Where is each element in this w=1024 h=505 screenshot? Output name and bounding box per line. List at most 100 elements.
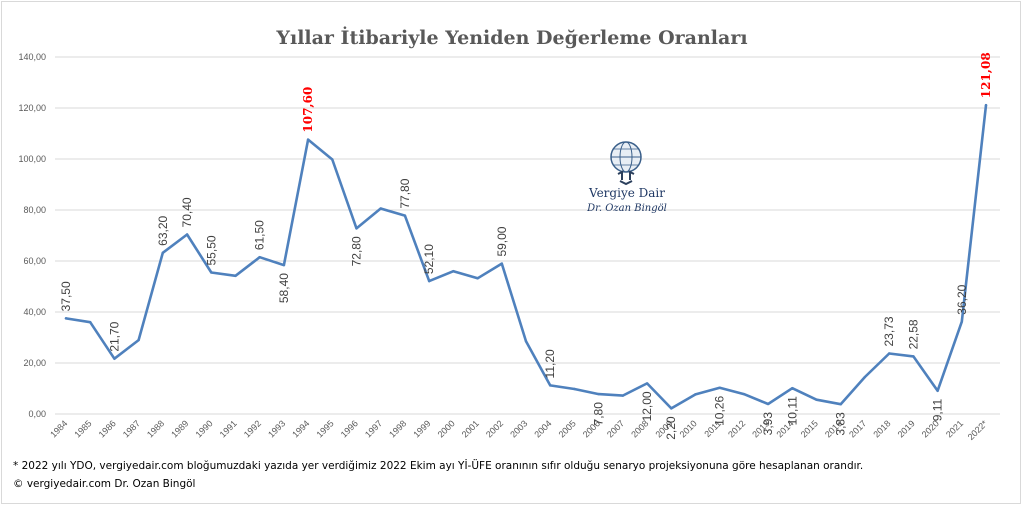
data-point [331,158,334,161]
y-axis-ticks: 0,00 20,00 40,00 60,00 80,00 100,00 120,00 140,… [18,52,46,419]
x-tick-label: 2007 [605,418,626,439]
data-point [863,375,867,379]
data-label: 70,40 [180,197,194,227]
x-tick-label: 1999 [411,418,432,439]
x-tick-label: 2004 [532,418,553,439]
chart-title: Yıllar İtibariyle Yeniden Değerleme Oran… [275,26,747,49]
series-line [64,103,988,410]
x-tick-label: 1992 [242,418,263,439]
y-tick-label: 120,00 [18,103,46,113]
y-tick-label: 0,00 [28,409,46,419]
data-label: 3,83 [834,412,848,436]
x-tick-label: 2010 [678,418,699,439]
data-point [670,407,673,410]
data-point [621,394,625,397]
x-tick-label: 2019 [896,418,917,439]
data-point [64,317,68,320]
y-tick-label: 80,00 [23,205,46,215]
atlas-globe-icon [610,141,642,186]
x-tick-label: 1984 [48,418,69,439]
data-label: 12,00 [640,391,654,421]
x-tick-label: 1991 [218,418,239,439]
data-point [306,138,310,141]
y-tick-label: 140,00 [18,52,46,62]
data-point [258,255,261,259]
data-point [960,320,963,323]
data-point [234,274,237,277]
x-axis-ticks: 1984 1985 1986 1987 1988 1989 1990 1991 1992 1993… [48,418,990,442]
x-tick-label: 1995 [314,418,335,439]
data-point [887,352,891,355]
data-label: 2,20 [664,416,678,440]
watermark-author: Dr. Ozan Bingöl [586,203,667,214]
x-tick-label: 1993 [266,418,287,439]
watermark-name: Vergiye Dair [588,186,665,200]
data-label-highlight: 107,60 [301,87,315,133]
data-point [379,207,382,210]
x-tick-label: 1985 [72,418,93,439]
y-tick-label: 40,00 [23,307,46,317]
data-labels: 37,50 21,70 63,20 70,40 55,50 61,50 58,40 107,6… [59,52,993,439]
y-tick-label: 20,00 [23,358,46,368]
x-tick-label: 2021 [944,418,965,439]
data-point [766,402,770,406]
data-point [403,214,407,217]
data-label: 10,26 [713,396,727,426]
x-tick-label: 2018 [871,418,892,439]
data-label: 3,93 [761,412,775,436]
x-tick-label: 2003 [508,418,529,439]
x-tick-label: 2001 [460,418,481,439]
data-point [113,357,116,360]
y-tick-label: 100,00 [18,154,46,164]
watermark-logo: Vergiye Dair Dr. Ozan Bingöl [586,141,667,214]
x-tick-label: 2012 [726,418,747,439]
data-label: 58,40 [277,273,291,303]
x-tick-label: 1990 [193,418,214,439]
x-tick-label: 2005 [557,418,578,439]
data-label: 61,50 [253,220,267,250]
data-point [936,389,939,392]
data-point [718,386,721,390]
data-label: 59,00 [495,226,509,256]
data-point [912,355,915,358]
data-label: 36,20 [955,284,969,314]
x-tick-label: 1998 [387,418,408,439]
data-label: 52,10 [422,244,436,274]
data-point [694,393,697,396]
x-tick-label: 2002 [484,418,505,439]
data-point [476,277,479,280]
data-point [89,321,92,324]
data-point [815,398,818,401]
x-tick-label: 1996 [339,418,360,439]
data-label: 9,11 [931,398,945,421]
x-tick-label: 1989 [169,418,190,439]
data-point [597,392,600,396]
line-chart: Yıllar İtibariyle Yeniden Değerleme Oran… [18,26,1000,442]
data-point [645,382,649,385]
data-label: 63,20 [156,215,170,245]
data-label: 7,80 [592,402,606,426]
data-label: 10,11 [785,396,799,425]
data-point [524,340,528,343]
data-point [839,403,842,406]
x-tick-label: 2000 [436,418,457,439]
data-point [161,251,165,255]
x-tick-label: 1987 [121,418,142,439]
data-point [137,338,140,342]
data-label: 72,80 [350,236,364,266]
data-point [452,270,455,273]
x-tick-label: 1997 [363,418,384,439]
x-tick-label: 2022* [966,418,990,442]
data-point [549,384,552,387]
data-label: 77,80 [398,178,412,208]
footnote-copyright: © vergiyedair.com Dr. Ozan Bingöl [13,478,196,490]
data-point [984,104,988,107]
data-label-highlight: 121,08 [979,52,993,98]
data-point [791,387,794,390]
data-label: 22,58 [906,319,920,349]
data-label: 55,50 [204,235,218,265]
x-tick-label: 1994 [290,418,311,439]
data-point [282,263,286,267]
data-point [210,271,213,274]
